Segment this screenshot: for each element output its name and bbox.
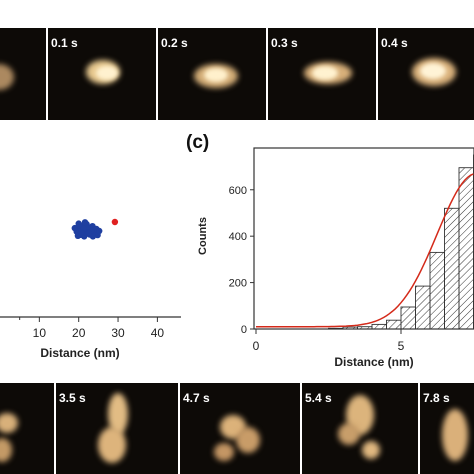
scatter-x-tick-label: 10: [33, 326, 47, 340]
histogram-bar: [400, 306, 416, 330]
histogram-x-tick-label: 5: [398, 339, 405, 353]
scatter-point: [81, 219, 89, 226]
bottom-frame-3: 5.4 s: [302, 383, 418, 474]
gaussian-fit-line: [256, 173, 474, 328]
top-frame-time-label: 0.4 s: [381, 36, 408, 50]
scatter-x-tick-label: 30: [111, 326, 125, 340]
bottom-frame-time-label: 7.8 s: [423, 391, 450, 405]
histogram-y-tick-label: 400: [229, 231, 247, 243]
histogram-x-ticks: 05101: [253, 329, 405, 353]
histogram-bar: [444, 207, 460, 330]
histogram-y-label: Counts: [197, 217, 209, 255]
scatter-points: [71, 218, 119, 240]
scatter-x-ticks: 10 20 30 40: [19, 317, 165, 340]
bottom-image-strip: 3.5 s 4.7 s 5.4 s 7.8 s: [0, 383, 474, 474]
bottom-frame-4: 7.8 s: [420, 383, 474, 474]
panel-label-c: (c): [186, 132, 210, 153]
scatter-x-label: Distance (nm): [40, 346, 119, 360]
scatter-point: [77, 229, 85, 236]
histogram-y-tick-label: 200: [229, 278, 247, 290]
histogram-bar: [386, 319, 402, 330]
scatter-x-tick-label: 20: [72, 326, 86, 340]
top-frame-time-label: 0.3 s: [271, 36, 298, 50]
top-frame-time-label: 0.2 s: [161, 36, 188, 50]
bottom-frame-time-label: 4.7 s: [183, 391, 210, 405]
histogram-y-tick-label: 600: [229, 185, 247, 197]
bottom-frame-0: [0, 383, 54, 474]
top-image-strip: 0.1 s 0.2 s 0.3 s 0.4 s: [0, 28, 474, 120]
top-frame-time-label: 0.1 s: [51, 36, 78, 50]
histogram-x-label: Distance (nm): [334, 355, 413, 369]
bottom-frame-1: 3.5 s: [56, 383, 178, 474]
histogram-bar: [429, 251, 445, 330]
histogram-y-tick-label: 0: [241, 324, 247, 336]
histogram-bar: [371, 323, 387, 330]
histogram-y-ticks: 0 200 400 600: [229, 185, 254, 336]
histogram-x-tick-label: 0: [253, 339, 260, 353]
histogram-frame: [253, 147, 474, 330]
top-frame-3: 0.3 s: [268, 28, 376, 120]
top-frame-2: 0.2 s: [158, 28, 266, 120]
top-frame-4: 0.4 s: [378, 28, 474, 120]
top-frame-0: [0, 28, 46, 120]
scatter-outlier-point: [111, 218, 119, 226]
bottom-frame-time-label: 5.4 s: [305, 391, 332, 405]
histogram-bar: [458, 167, 474, 330]
histogram-bar: [415, 285, 431, 330]
scatter-plot: 10 20 30 40 Distance (nm): [0, 218, 181, 360]
scatter-point: [96, 227, 103, 235]
bottom-frame-time-label: 3.5 s: [59, 391, 86, 405]
bottom-frame-2: 4.7 s: [180, 383, 300, 474]
scatter-x-tick-label: 40: [151, 326, 165, 340]
top-frame-1: 0.1 s: [48, 28, 156, 120]
scatter-point: [71, 224, 79, 232]
scatter-point: [85, 229, 93, 237]
